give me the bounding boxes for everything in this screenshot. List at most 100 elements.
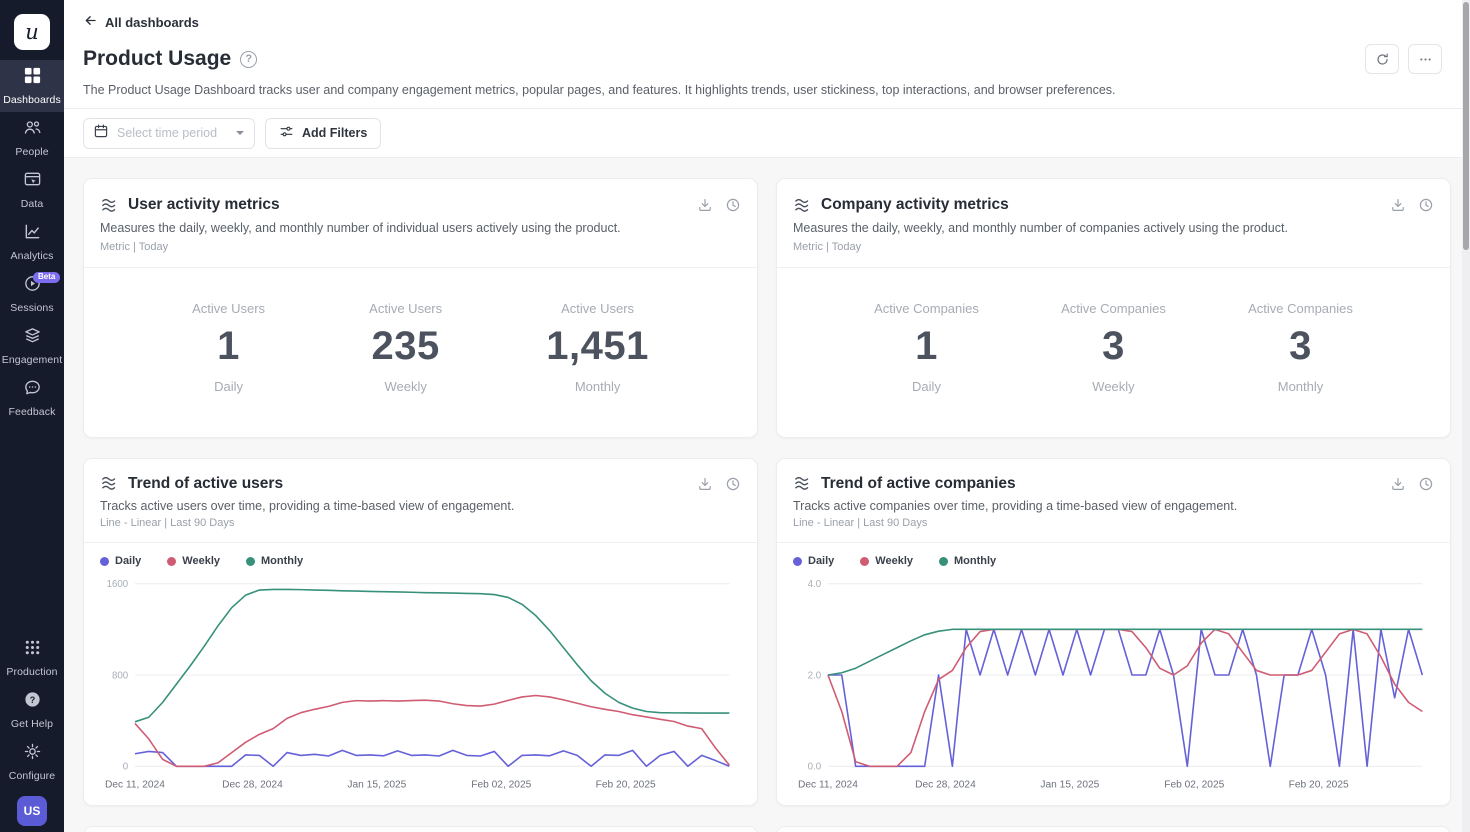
more-options-button[interactable] — [1408, 44, 1442, 74]
sidebar-item-engagement[interactable]: Engagement — [0, 320, 64, 372]
refresh-button[interactable] — [1365, 44, 1399, 74]
legend-dot — [167, 557, 176, 566]
time-period-select[interactable]: Select time period — [83, 118, 255, 149]
add-filters-button[interactable]: Add Filters — [265, 118, 381, 149]
sidebar-item-people[interactable]: People — [0, 112, 64, 164]
clock-icon — [1418, 476, 1434, 492]
scrollbar-thumb[interactable] — [1463, 2, 1469, 250]
metric-value: 235 — [369, 324, 442, 369]
sidebar-item-sessions[interactable]: Beta Sessions — [0, 268, 64, 320]
legend-dot — [100, 557, 109, 566]
chart-waves-icon — [793, 474, 812, 493]
metric-value: 1 — [192, 324, 265, 369]
metric-label: Active Companies — [874, 301, 979, 316]
beta-badge: Beta — [33, 272, 60, 283]
sidebar-item-get-help[interactable]: ? Get Help — [0, 684, 64, 736]
legend-item-weekly[interactable]: Weekly — [167, 555, 220, 567]
sliders-icon — [279, 124, 294, 142]
chart-waves-icon — [100, 474, 119, 493]
legend-label: Daily — [808, 555, 834, 567]
sidebar-item-label: Production — [6, 666, 57, 678]
history-button[interactable] — [1418, 476, 1434, 492]
legend-dot — [246, 557, 255, 566]
metric-label: Active Companies — [1061, 301, 1166, 316]
sidebar-item-feedback[interactable]: Feedback — [0, 372, 64, 424]
svg-text:?: ? — [29, 695, 35, 705]
metric-value: 1,451 — [546, 324, 649, 369]
analytics-icon — [23, 222, 42, 246]
history-button[interactable] — [725, 197, 741, 213]
svg-text:0.0: 0.0 — [808, 761, 822, 772]
metric-daily: Active Users 1 Daily — [192, 301, 265, 394]
legend-label: Weekly — [875, 555, 913, 567]
sidebar-item-label: Dashboards — [3, 94, 61, 106]
metric-value: 3 — [1061, 324, 1166, 369]
legend-item-monthly[interactable]: Monthly — [939, 555, 996, 567]
sidebar-item-label: Data — [21, 198, 44, 210]
chart-waves-icon — [793, 196, 812, 215]
page-header: All dashboards Product Usage ? The Produ… — [64, 0, 1470, 109]
svg-text:2.0: 2.0 — [808, 670, 822, 681]
metric-period: Weekly — [1061, 379, 1166, 394]
card-title: Company activity metrics — [821, 196, 1009, 214]
download-button[interactable] — [697, 476, 713, 492]
back-arrow-icon — [83, 13, 98, 31]
refresh-icon — [1375, 52, 1390, 67]
metric-monthly: Active Companies 3 Monthly — [1248, 301, 1353, 394]
clock-icon — [725, 197, 741, 213]
legend-dot — [860, 557, 869, 566]
sidebar-item-analytics[interactable]: Analytics — [0, 216, 64, 268]
sidebar-item-label: Feedback — [9, 406, 56, 418]
chart-legend: Daily Weekly Monthly — [100, 553, 741, 569]
main-area: All dashboards Product Usage ? The Produ… — [64, 0, 1470, 832]
sidebar-item-data[interactable]: Data — [0, 164, 64, 216]
card-description: Tracks active users over time, providing… — [100, 499, 741, 515]
download-button[interactable] — [1390, 197, 1406, 213]
svg-text:4.0: 4.0 — [808, 579, 822, 590]
dashboard-content: User activity metrics Measures the daily… — [64, 158, 1470, 832]
download-icon — [1390, 476, 1406, 492]
metric-label: Active Users — [546, 301, 649, 316]
back-link[interactable]: All dashboards — [83, 13, 199, 31]
page-title: Product Usage — [83, 47, 231, 71]
svg-text:1600: 1600 — [107, 579, 129, 590]
legend-item-daily[interactable]: Daily — [100, 555, 141, 567]
line-chart-active-companies[interactable]: 0.02.04.0Dec 11, 2024Dec 28, 2024Jan 15,… — [793, 574, 1434, 795]
sidebar-item-label: People — [15, 146, 48, 158]
legend-dot — [793, 557, 802, 566]
legend-item-daily[interactable]: Daily — [793, 555, 834, 567]
scrollbar-track[interactable] — [1462, 0, 1470, 832]
sidebar-item-label: Get Help — [11, 718, 53, 730]
page-description: The Product Usage Dashboard tracks user … — [83, 83, 1442, 97]
metric-monthly: Active Users 1,451 Monthly — [546, 301, 649, 394]
card-divider — [84, 542, 757, 543]
legend-label: Weekly — [182, 555, 220, 567]
feedback-icon — [23, 378, 42, 402]
calendar-icon — [93, 123, 109, 144]
sidebar-item-dashboards[interactable]: Dashboards — [0, 60, 64, 112]
legend-item-weekly[interactable]: Weekly — [860, 555, 913, 567]
card-meta: Metric | Today — [100, 241, 741, 257]
history-button[interactable] — [725, 476, 741, 492]
svg-text:800: 800 — [112, 670, 129, 681]
ellipsis-icon — [1418, 52, 1433, 67]
metric-daily: Active Companies 1 Daily — [874, 301, 979, 394]
svg-text:Dec 11, 2024: Dec 11, 2024 — [105, 779, 165, 790]
sidebar-item-production[interactable]: Production — [0, 632, 64, 684]
app-logo[interactable]: u — [14, 14, 50, 50]
legend-label: Daily — [115, 555, 141, 567]
download-button[interactable] — [1390, 476, 1406, 492]
user-avatar[interactable]: US — [17, 796, 47, 826]
sidebar-item-configure[interactable]: Configure — [0, 736, 64, 788]
title-help-icon[interactable]: ? — [240, 51, 257, 68]
metric-value: 1 — [874, 324, 979, 369]
sidebar-item-label: Engagement — [2, 354, 63, 366]
history-button[interactable] — [1418, 197, 1434, 213]
chevron-down-icon — [235, 128, 245, 138]
card-title: Trend of active companies — [821, 475, 1016, 493]
download-button[interactable] — [697, 197, 713, 213]
line-chart-active-users[interactable]: 08001600Dec 11, 2024Dec 28, 2024Jan 15, … — [100, 574, 741, 795]
legend-item-monthly[interactable]: Monthly — [246, 555, 303, 567]
help-circle-icon: ? — [23, 690, 42, 714]
card-title: User activity metrics — [128, 196, 280, 214]
